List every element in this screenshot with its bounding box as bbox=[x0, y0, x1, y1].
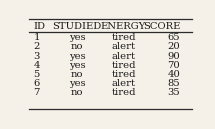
Text: SCORE: SCORE bbox=[143, 22, 180, 31]
Text: 35: 35 bbox=[167, 88, 180, 97]
Text: tired: tired bbox=[111, 33, 136, 42]
Text: yes: yes bbox=[69, 79, 85, 88]
Text: ENERGY: ENERGY bbox=[101, 22, 146, 31]
Text: 7: 7 bbox=[34, 88, 40, 97]
Text: 6: 6 bbox=[34, 79, 40, 88]
Text: 20: 20 bbox=[167, 42, 180, 51]
Text: 5: 5 bbox=[34, 70, 40, 79]
Text: yes: yes bbox=[69, 52, 85, 61]
Text: yes: yes bbox=[69, 61, 85, 70]
Text: tired: tired bbox=[111, 88, 136, 97]
Text: 65: 65 bbox=[167, 33, 180, 42]
Text: no: no bbox=[71, 42, 83, 51]
Text: alert: alert bbox=[112, 52, 135, 61]
Text: 1: 1 bbox=[34, 33, 40, 42]
Text: ID: ID bbox=[34, 22, 46, 31]
Text: 85: 85 bbox=[167, 79, 180, 88]
Text: 90: 90 bbox=[167, 52, 180, 61]
Text: 3: 3 bbox=[34, 52, 40, 61]
Text: alert: alert bbox=[112, 42, 135, 51]
Text: tired: tired bbox=[111, 61, 136, 70]
Text: 70: 70 bbox=[167, 61, 180, 70]
Text: 2: 2 bbox=[34, 42, 40, 51]
Text: yes: yes bbox=[69, 33, 85, 42]
Text: 40: 40 bbox=[167, 70, 180, 79]
Text: no: no bbox=[71, 70, 83, 79]
Text: alert: alert bbox=[112, 79, 135, 88]
Text: STUDIED: STUDIED bbox=[52, 22, 101, 31]
Text: 4: 4 bbox=[34, 61, 40, 70]
Text: tired: tired bbox=[111, 70, 136, 79]
Text: no: no bbox=[71, 88, 83, 97]
